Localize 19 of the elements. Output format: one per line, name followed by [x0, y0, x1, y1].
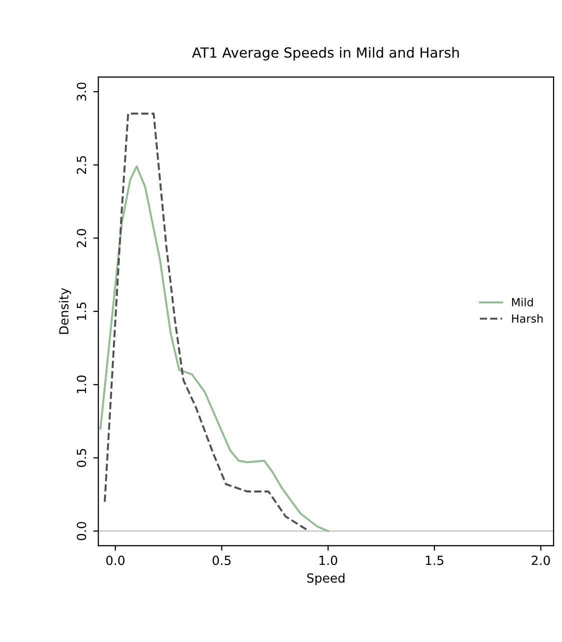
- x-axis-title: Speed: [307, 573, 344, 586]
- y-tick-label: 2.0: [76, 229, 86, 248]
- x-tick-label: 2.0: [532, 556, 550, 566]
- y-axis-title: Density: [58, 288, 71, 334]
- x-tick-label: 1.0: [320, 556, 338, 566]
- y-tick-label: 3.0: [76, 82, 86, 101]
- y-tick-label: 0.5: [76, 448, 86, 467]
- x-tick-label: 1.5: [426, 556, 444, 566]
- y-tick-label: 0.0: [76, 522, 86, 540]
- y-tick-label: 2.5: [76, 156, 86, 174]
- legend-label: Harsh: [512, 314, 543, 323]
- chart-title: AT1 Average Speeds in Mild and Harsh: [192, 47, 459, 60]
- x-tick-label: 0.5: [212, 556, 231, 566]
- line-series: [104, 112, 310, 532]
- legend-label: Mild: [512, 298, 533, 306]
- x-tick-label: 0.0: [106, 556, 124, 566]
- y-tick-label: 1.0: [76, 375, 86, 394]
- line-series: [100, 165, 330, 532]
- y-tick-label: 1.5: [76, 302, 86, 320]
